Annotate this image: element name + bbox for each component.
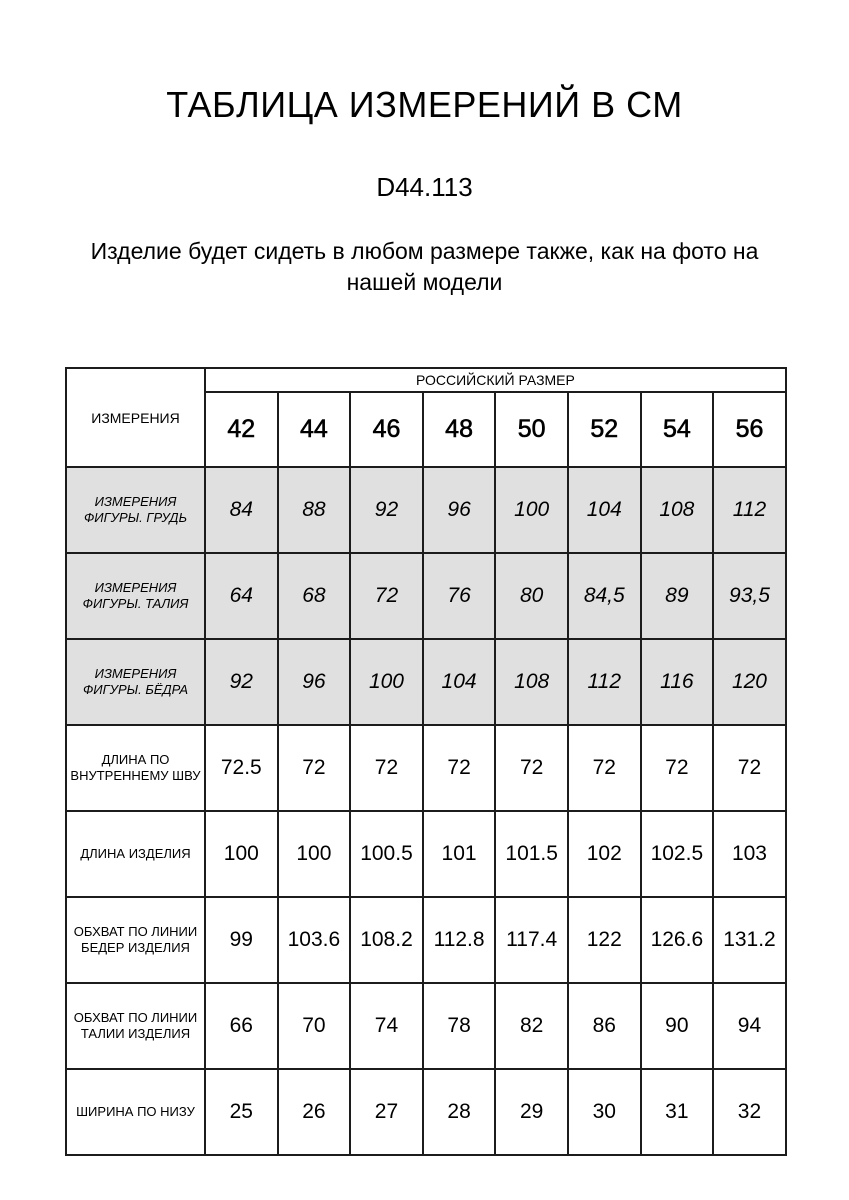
measurement-label: ИЗМЕРЕНИЯ ФИГУРЫ. БЁДРА xyxy=(65,638,206,727)
value-cell: 86 xyxy=(566,982,642,1071)
value-cell: 66 xyxy=(204,982,279,1071)
value-cell: 70 xyxy=(276,982,352,1071)
value-cell: 68 xyxy=(276,552,352,641)
table-row: ДЛИНА ИЗДЕЛИЯ 100 100 100.5 101 101.5 102 102.5… xyxy=(65,810,787,899)
value-cell: 100 xyxy=(204,810,279,899)
value-cell: 30 xyxy=(566,1068,642,1157)
value-cell: 84,5 xyxy=(566,552,642,641)
size-header-cell: 52 xyxy=(566,391,642,469)
value-cell: 72 xyxy=(712,724,787,813)
value-cell: 117.4 xyxy=(494,896,569,985)
value-cell: 92 xyxy=(349,466,424,555)
value-cell: 72 xyxy=(421,724,497,813)
value-cell: 72 xyxy=(276,724,352,813)
measurements-table: ИЗМЕРЕНИЯ РОССИЙСКИЙ РАЗМЕР 42 44 46 48 50 52… xyxy=(65,367,787,1157)
measurement-label: ОБХВАТ ПО ЛИНИИ БЕДЕР ИЗДЕЛИЯ xyxy=(65,896,206,985)
value-cell: 122 xyxy=(566,896,642,985)
value-cell: 80 xyxy=(494,552,569,641)
value-cell: 102 xyxy=(566,810,642,899)
value-cell: 100 xyxy=(276,810,352,899)
value-cell: 32 xyxy=(712,1068,787,1157)
value-cell: 72.5 xyxy=(204,724,279,813)
value-cell: 74 xyxy=(349,982,424,1071)
value-cell: 88 xyxy=(276,466,352,555)
value-cell: 112.8 xyxy=(421,896,497,985)
value-cell: 131.2 xyxy=(712,896,787,985)
value-cell: 72 xyxy=(349,552,424,641)
measurement-label: ОБХВАТ ПО ЛИНИИ ТАЛИИ ИЗДЕЛИЯ xyxy=(65,982,206,1071)
table-row: ИЗМЕРЕНИЯ ФИГУРЫ. БЁДРА 92 96 100 104 108 112 1… xyxy=(65,638,787,727)
value-cell: 100 xyxy=(349,638,424,727)
value-cell: 89 xyxy=(639,552,715,641)
russian-size-header: РОССИЙСКИЙ РАЗМЕР xyxy=(204,367,787,394)
measurement-label: ДЛИНА ПО ВНУТРЕННЕМУ ШВУ xyxy=(65,724,206,813)
size-header-cell: 48 xyxy=(421,391,497,469)
value-cell: 92 xyxy=(204,638,279,727)
sizes-row: 42 44 46 48 50 52 54 56 xyxy=(66,391,787,469)
measurement-label: ИЗМЕРЕНИЯ ФИГУРЫ. ТАЛИЯ xyxy=(65,552,206,641)
value-cell: 99 xyxy=(204,896,279,985)
value-cell: 96 xyxy=(421,466,497,555)
value-cell: 104 xyxy=(566,466,642,555)
value-cell: 72 xyxy=(349,724,424,813)
value-cell: 28 xyxy=(421,1068,497,1157)
model-code: D44.113 xyxy=(376,172,473,202)
value-cell: 104 xyxy=(421,638,497,727)
table-row: ДЛИНА ПО ВНУТРЕННЕМУ ШВУ 72.5 72 72 72 72 72 72… xyxy=(65,724,787,813)
value-cell: 84 xyxy=(204,466,279,555)
page-title: ТАБЛИЦА ИЗМЕРЕНИЙ В СМ xyxy=(166,84,683,125)
value-cell: 27 xyxy=(349,1068,424,1157)
value-cell: 82 xyxy=(494,982,569,1071)
fit-note: Изделие будет сидеть в любом размере так… xyxy=(90,238,759,295)
value-cell: 103 xyxy=(712,810,787,899)
value-cell: 72 xyxy=(566,724,642,813)
value-cell: 101.5 xyxy=(494,810,569,899)
value-cell: 78 xyxy=(421,982,497,1071)
value-cell: 100.5 xyxy=(349,810,424,899)
value-cell: 108 xyxy=(494,638,569,727)
value-cell: 126.6 xyxy=(639,896,715,985)
table-row: ОБХВАТ ПО ЛИНИИ БЕДЕР ИЗДЕЛИЯ 99 103.6 108.… xyxy=(65,896,787,985)
size-header-cell: 42 xyxy=(204,391,279,469)
value-cell: 72 xyxy=(494,724,569,813)
value-cell: 25 xyxy=(204,1068,279,1157)
table-row: ОБХВАТ ПО ЛИНИИ ТАЛИИ ИЗДЕЛИЯ 66 70 74 78 82 8… xyxy=(65,982,787,1071)
value-cell: 29 xyxy=(494,1068,569,1157)
table-row: ИЗМЕРЕНИЯ ФИГУРЫ. ТАЛИЯ 64 68 72 76 80 84,5 89 9… xyxy=(65,552,787,641)
value-cell: 112 xyxy=(712,466,787,555)
value-cell: 116 xyxy=(639,638,715,727)
size-header-cell: 44 xyxy=(276,391,352,469)
size-header-cell: 54 xyxy=(639,391,715,469)
value-cell: 26 xyxy=(276,1068,352,1157)
value-cell: 64 xyxy=(204,552,279,641)
value-cell: 103.6 xyxy=(276,896,352,985)
table-row: ШИРИНА ПО НИЗУ 25 26 27 28 29 30 31 32 xyxy=(65,1068,787,1157)
measurement-label: ШИРИНА ПО НИЗУ xyxy=(65,1068,206,1157)
measurements-column-header: ИЗМЕРЕНИЯ xyxy=(65,367,206,469)
value-cell: 90 xyxy=(639,982,715,1071)
value-cell: 108 xyxy=(639,466,715,555)
value-cell: 76 xyxy=(421,552,497,641)
size-header-cell: 50 xyxy=(494,391,569,469)
value-cell: 120 xyxy=(712,638,787,727)
value-cell: 100 xyxy=(494,466,569,555)
measurement-label: ДЛИНА ИЗДЕЛИЯ xyxy=(65,810,206,899)
value-cell: 96 xyxy=(276,638,352,727)
size-group-row: ИЗМЕРЕНИЯ РОССИЙСКИЙ РАЗМЕР xyxy=(65,367,787,469)
table-row: ИЗМЕРЕНИЯ ФИГУРЫ. ГРУДЬ 84 88 92 96 100 104 108… xyxy=(65,466,787,555)
value-cell: 102.5 xyxy=(639,810,715,899)
value-cell: 72 xyxy=(639,724,715,813)
value-cell: 31 xyxy=(639,1068,715,1157)
value-cell: 101 xyxy=(421,810,497,899)
value-cell: 108.2 xyxy=(349,896,424,985)
value-cell: 94 xyxy=(712,982,787,1071)
measurement-label: ИЗМЕРЕНИЯ ФИГУРЫ. ГРУДЬ xyxy=(65,466,206,555)
size-header-cell: 56 xyxy=(712,391,787,469)
measurements-table-body: ИЗМЕРЕНИЯ ФИГУРЫ. ГРУДЬ 84 88 92 96 100 104 108… xyxy=(65,466,787,1157)
size-header-cell: 46 xyxy=(349,391,424,469)
value-cell: 112 xyxy=(566,638,642,727)
value-cell: 93,5 xyxy=(712,552,787,641)
